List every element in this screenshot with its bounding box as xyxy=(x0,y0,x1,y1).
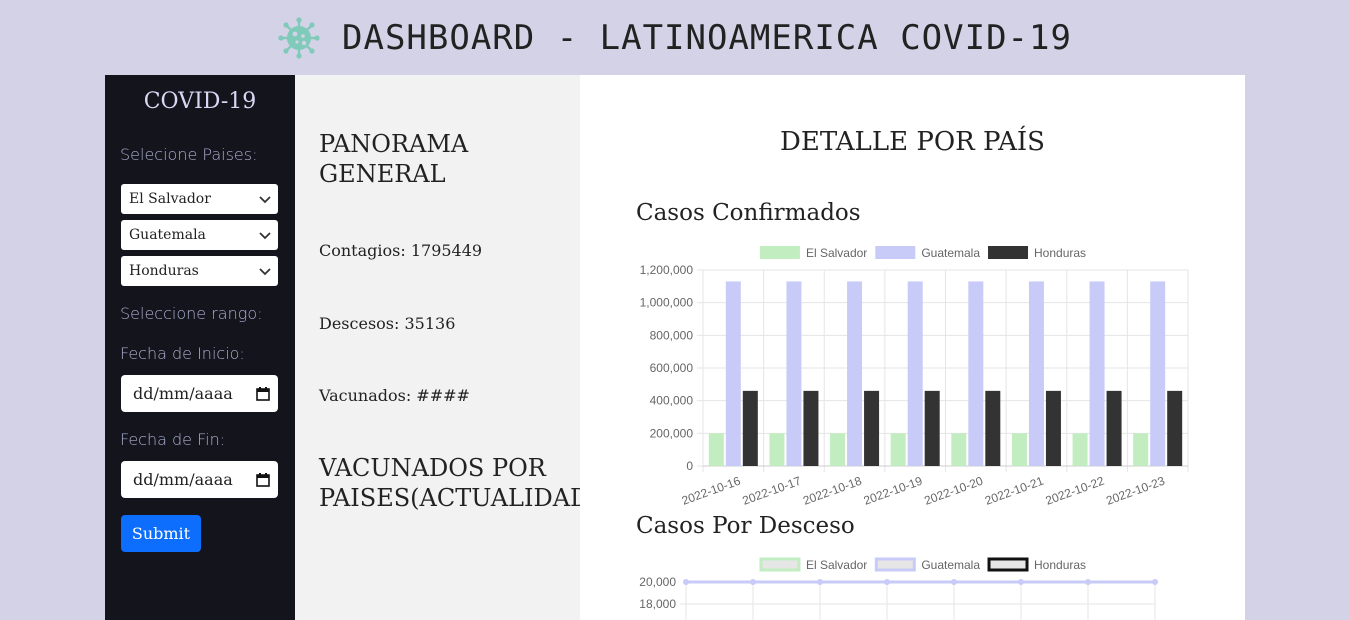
bar xyxy=(1106,390,1122,466)
bar xyxy=(890,433,906,466)
y-tick-label: 0 xyxy=(686,459,693,473)
vacunados-stat: Vacunados: #### xyxy=(319,386,470,405)
data-point xyxy=(1018,579,1024,585)
y-tick-label: 1,200,000 xyxy=(640,263,694,277)
legend-swatch xyxy=(987,557,1029,572)
legend-swatch xyxy=(759,246,800,259)
deaths-chart-title: Casos Por Desceso xyxy=(636,513,855,539)
data-point xyxy=(884,579,890,585)
y-tick-label: 200,000 xyxy=(650,426,694,440)
countries-label: Selecione Paises: xyxy=(120,145,258,164)
panorama-title: PANORAMA GENERAL xyxy=(319,130,469,188)
bar xyxy=(985,390,1001,466)
start-date-label: Fecha de Inicio: xyxy=(120,344,245,363)
y-tick-label: 20,000 xyxy=(639,575,676,589)
end-date-input[interactable]: dd/mm/aaaa xyxy=(121,461,278,498)
bar xyxy=(1133,433,1149,466)
bar xyxy=(786,281,802,466)
country-select-2-value: Guatemala xyxy=(129,227,206,243)
x-tick-label: 2022-10-22 xyxy=(1044,474,1107,508)
bar xyxy=(742,390,758,466)
legend-swatch xyxy=(759,557,801,572)
bar xyxy=(847,281,863,466)
data-point xyxy=(951,579,957,585)
y-tick-label: 400,000 xyxy=(650,394,694,408)
country-select-2[interactable]: Guatemala xyxy=(121,220,278,250)
data-point xyxy=(683,579,689,585)
legend-label: El Salvador xyxy=(806,558,867,572)
deaths-chart: El Salvador Guatemala Honduras 20,000 18,000 xyxy=(639,557,1158,620)
data-point xyxy=(750,579,756,585)
bar xyxy=(830,433,846,466)
bar xyxy=(907,281,923,466)
bar xyxy=(1045,390,1061,466)
data-point xyxy=(1085,579,1091,585)
data-point xyxy=(817,579,823,585)
legend-label: Honduras xyxy=(1034,246,1086,260)
bar xyxy=(769,433,785,466)
y-tick-label: 800,000 xyxy=(650,328,694,342)
panorama-panel: PANORAMA GENERAL Contagios: 1795449 Desc… xyxy=(295,75,599,620)
y-tick-label: 18,000 xyxy=(639,597,676,611)
bar xyxy=(1167,390,1183,466)
x-tick-label: 2022-10-21 xyxy=(983,474,1046,508)
bar xyxy=(951,433,967,466)
bar xyxy=(1011,433,1027,466)
x-tick-label: 2022-10-17 xyxy=(740,474,803,508)
x-tick-label: 2022-10-18 xyxy=(801,474,864,508)
country-select-3[interactable]: Honduras xyxy=(121,256,278,286)
bar xyxy=(924,390,940,466)
legend-swatch xyxy=(874,557,916,572)
bar xyxy=(1028,281,1044,466)
x-tick-label: 2022-10-19 xyxy=(862,474,925,508)
detail-title: DETALLE POR PAÍS xyxy=(780,127,1045,157)
x-tick-label: 2022-10-16 xyxy=(680,474,743,508)
bar xyxy=(725,281,741,466)
end-date-placeholder: dd/mm/aaaa xyxy=(133,470,233,489)
bar xyxy=(968,281,984,466)
legend-swatch xyxy=(875,246,916,259)
legend-label: Guatemala xyxy=(921,246,980,260)
y-tick-label: 600,000 xyxy=(650,361,694,375)
bar xyxy=(1150,281,1166,466)
country-select-3-value: Honduras xyxy=(129,263,199,279)
legend-label: Guatemala xyxy=(921,558,980,572)
bar xyxy=(803,390,819,466)
chevron-down-icon xyxy=(252,256,278,286)
sidebar-brand: COVID-19 xyxy=(143,89,257,114)
confirmed-cases-chart: El Salvador Guatemala Honduras 0 200,000 400,… xyxy=(640,246,1189,508)
page-title: DASHBOARD - LATINOAMERICA COVID-19 xyxy=(342,17,1072,58)
chevron-down-icon xyxy=(252,220,278,250)
calendar-icon[interactable] xyxy=(248,375,278,412)
end-date-label: Fecha de Fin: xyxy=(120,430,226,449)
vacunados-title: VACUNADOS POR PAISES(ACTUALIDAD) xyxy=(319,454,599,512)
bar xyxy=(1072,433,1088,466)
legend-swatch xyxy=(988,246,1029,259)
confirmed-chart-title: Casos Confirmados xyxy=(636,200,861,226)
x-tick-label: 2022-10-20 xyxy=(922,474,985,508)
start-date-input[interactable]: dd/mm/aaaa xyxy=(121,375,278,412)
bar xyxy=(708,433,724,466)
bar xyxy=(864,390,880,466)
contagios-stat: Contagios: 1795449 xyxy=(319,241,483,260)
legend-label: El Salvador xyxy=(806,246,867,260)
data-point xyxy=(1152,579,1158,585)
x-tick-label: 2022-10-23 xyxy=(1104,474,1167,508)
y-tick-label: 1,000,000 xyxy=(640,296,694,310)
virus-icon xyxy=(278,16,320,59)
detail-panel: DETALLE POR PAÍS Casos Confirmados El Sa… xyxy=(580,75,1245,620)
calendar-icon[interactable] xyxy=(248,461,278,498)
page-header: DASHBOARD - LATINOAMERICA COVID-19 xyxy=(0,0,1350,75)
legend-label: Honduras xyxy=(1034,558,1086,572)
start-date-placeholder: dd/mm/aaaa xyxy=(133,384,233,403)
descesos-stat: Descesos: 35136 xyxy=(319,314,456,333)
range-label: Seleccione rango: xyxy=(120,304,263,323)
sidebar: COVID-19 Selecione Paises: El Salvador G… xyxy=(105,75,295,620)
country-select-1-value: El Salvador xyxy=(129,191,211,207)
bar xyxy=(1089,281,1105,466)
country-select-1[interactable]: El Salvador xyxy=(121,184,278,214)
submit-button[interactable]: Submit xyxy=(121,515,201,552)
chevron-down-icon xyxy=(252,184,278,214)
